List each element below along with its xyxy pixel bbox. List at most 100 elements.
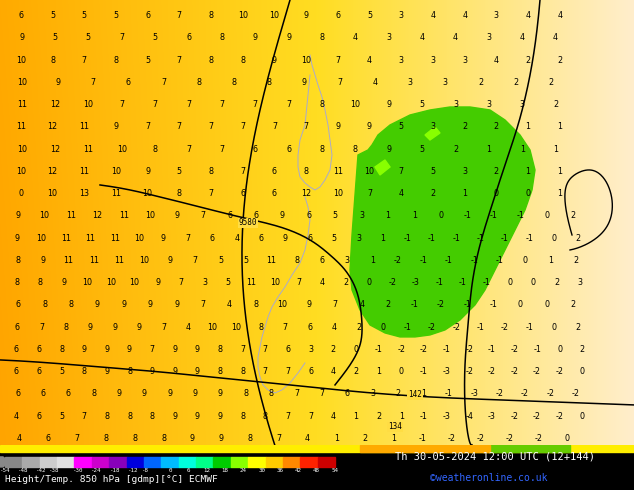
Text: 4: 4 [526,11,531,20]
Text: 8: 8 [50,55,55,65]
Text: 9: 9 [386,145,391,153]
Text: 42: 42 [295,468,302,473]
Text: 10: 10 [351,100,360,109]
Text: 3: 3 [462,55,467,65]
Text: 2: 2 [494,167,499,176]
Text: 6: 6 [272,167,277,176]
Text: 2: 2 [526,55,531,65]
Text: -54: -54 [0,468,10,473]
Text: 6: 6 [254,211,259,220]
Text: 7: 7 [333,300,338,309]
Text: -30: -30 [73,468,84,473]
Text: 8: 8 [209,55,214,65]
Text: 10: 10 [48,189,58,198]
Text: 0: 0 [438,211,443,220]
Text: 7: 7 [304,122,309,131]
Text: Th 30-05-2024 12:00 UTC (12+144): Th 30-05-2024 12:00 UTC (12+144) [395,452,595,462]
Text: 6: 6 [227,211,232,220]
Text: 9: 9 [174,211,179,220]
Text: 11: 11 [333,167,343,176]
Text: 8: 8 [177,189,182,198]
Text: 6: 6 [335,11,340,20]
Text: 9: 9 [217,412,223,420]
Text: -1: -1 [488,345,496,354]
Text: -8: -8 [142,468,149,473]
Text: 9: 9 [142,389,147,398]
Text: -2: -2 [398,345,405,354]
Text: 4: 4 [372,78,377,87]
Bar [5,457,22,467]
Text: 10: 10 [16,167,26,176]
Text: 4: 4 [557,11,562,20]
Text: 0: 0 [551,234,556,243]
Text: 2: 2 [557,55,562,65]
Text: -2: -2 [394,256,402,265]
Text: -2: -2 [437,300,445,309]
Text: -2: -2 [547,389,554,398]
Bar [109,457,127,467]
Text: 7: 7 [272,122,277,131]
Text: 0: 0 [564,434,569,443]
Text: 4: 4 [17,434,22,443]
Text: 10: 10 [16,145,27,153]
Text: 9: 9 [367,122,372,131]
Text: 8: 8 [42,300,47,309]
Text: 6: 6 [15,389,20,398]
Polygon shape [425,127,440,140]
Text: 9: 9 [95,300,100,309]
Text: 3: 3 [345,256,350,265]
Text: 1: 1 [376,367,381,376]
Text: 8: 8 [240,55,245,65]
Text: 1: 1 [520,145,525,153]
Text: 5: 5 [82,11,87,20]
Text: 9: 9 [121,300,126,309]
Text: 9: 9 [150,367,155,376]
Text: -1: -1 [452,234,460,243]
Text: -1: -1 [533,345,541,354]
Text: 6: 6 [66,389,71,398]
Text: 9: 9 [335,122,340,131]
Text: -2: -2 [420,345,428,354]
Text: 8: 8 [15,256,20,265]
Text: 7: 7 [161,78,166,87]
Text: 10: 10 [16,55,26,65]
Bar [231,457,248,467]
Text: 3: 3 [520,100,525,109]
Text: 11: 11 [86,234,95,243]
Text: 9: 9 [286,33,291,42]
Text: 3: 3 [430,55,436,65]
Text: 10: 10 [270,278,280,287]
Text: 11: 11 [84,145,93,153]
Text: -1: -1 [470,256,478,265]
Text: -1: -1 [526,322,533,332]
Bar [266,457,283,467]
Text: 8: 8 [304,167,309,176]
Text: 8: 8 [113,55,119,65]
Text: 7: 7 [263,345,268,354]
Text: 9: 9 [193,389,198,398]
Text: 1: 1 [557,122,562,131]
Text: 2: 2 [571,211,576,220]
Bar [40,457,57,467]
Text: 4: 4 [332,322,337,332]
Text: -2: -2 [501,322,509,332]
Text: 4: 4 [453,33,458,42]
Text: 10: 10 [106,278,115,287]
Text: 6: 6 [307,322,313,332]
Text: 5: 5 [420,145,425,153]
Text: 7: 7 [186,100,191,109]
Text: 11: 11 [79,167,89,176]
Text: 1: 1 [380,234,385,243]
Text: 8: 8 [59,345,64,354]
Text: 2: 2 [453,145,458,153]
Text: -2: -2 [510,345,519,354]
Text: 4: 4 [305,434,310,443]
Text: 7: 7 [150,345,155,354]
Text: 3: 3 [486,33,491,42]
Text: 12: 12 [50,100,60,109]
Text: 8: 8 [14,278,19,287]
Text: 12: 12 [301,189,311,198]
Text: 10: 10 [18,78,28,87]
Text: -2: -2 [533,367,541,376]
Text: -1: -1 [420,367,428,376]
